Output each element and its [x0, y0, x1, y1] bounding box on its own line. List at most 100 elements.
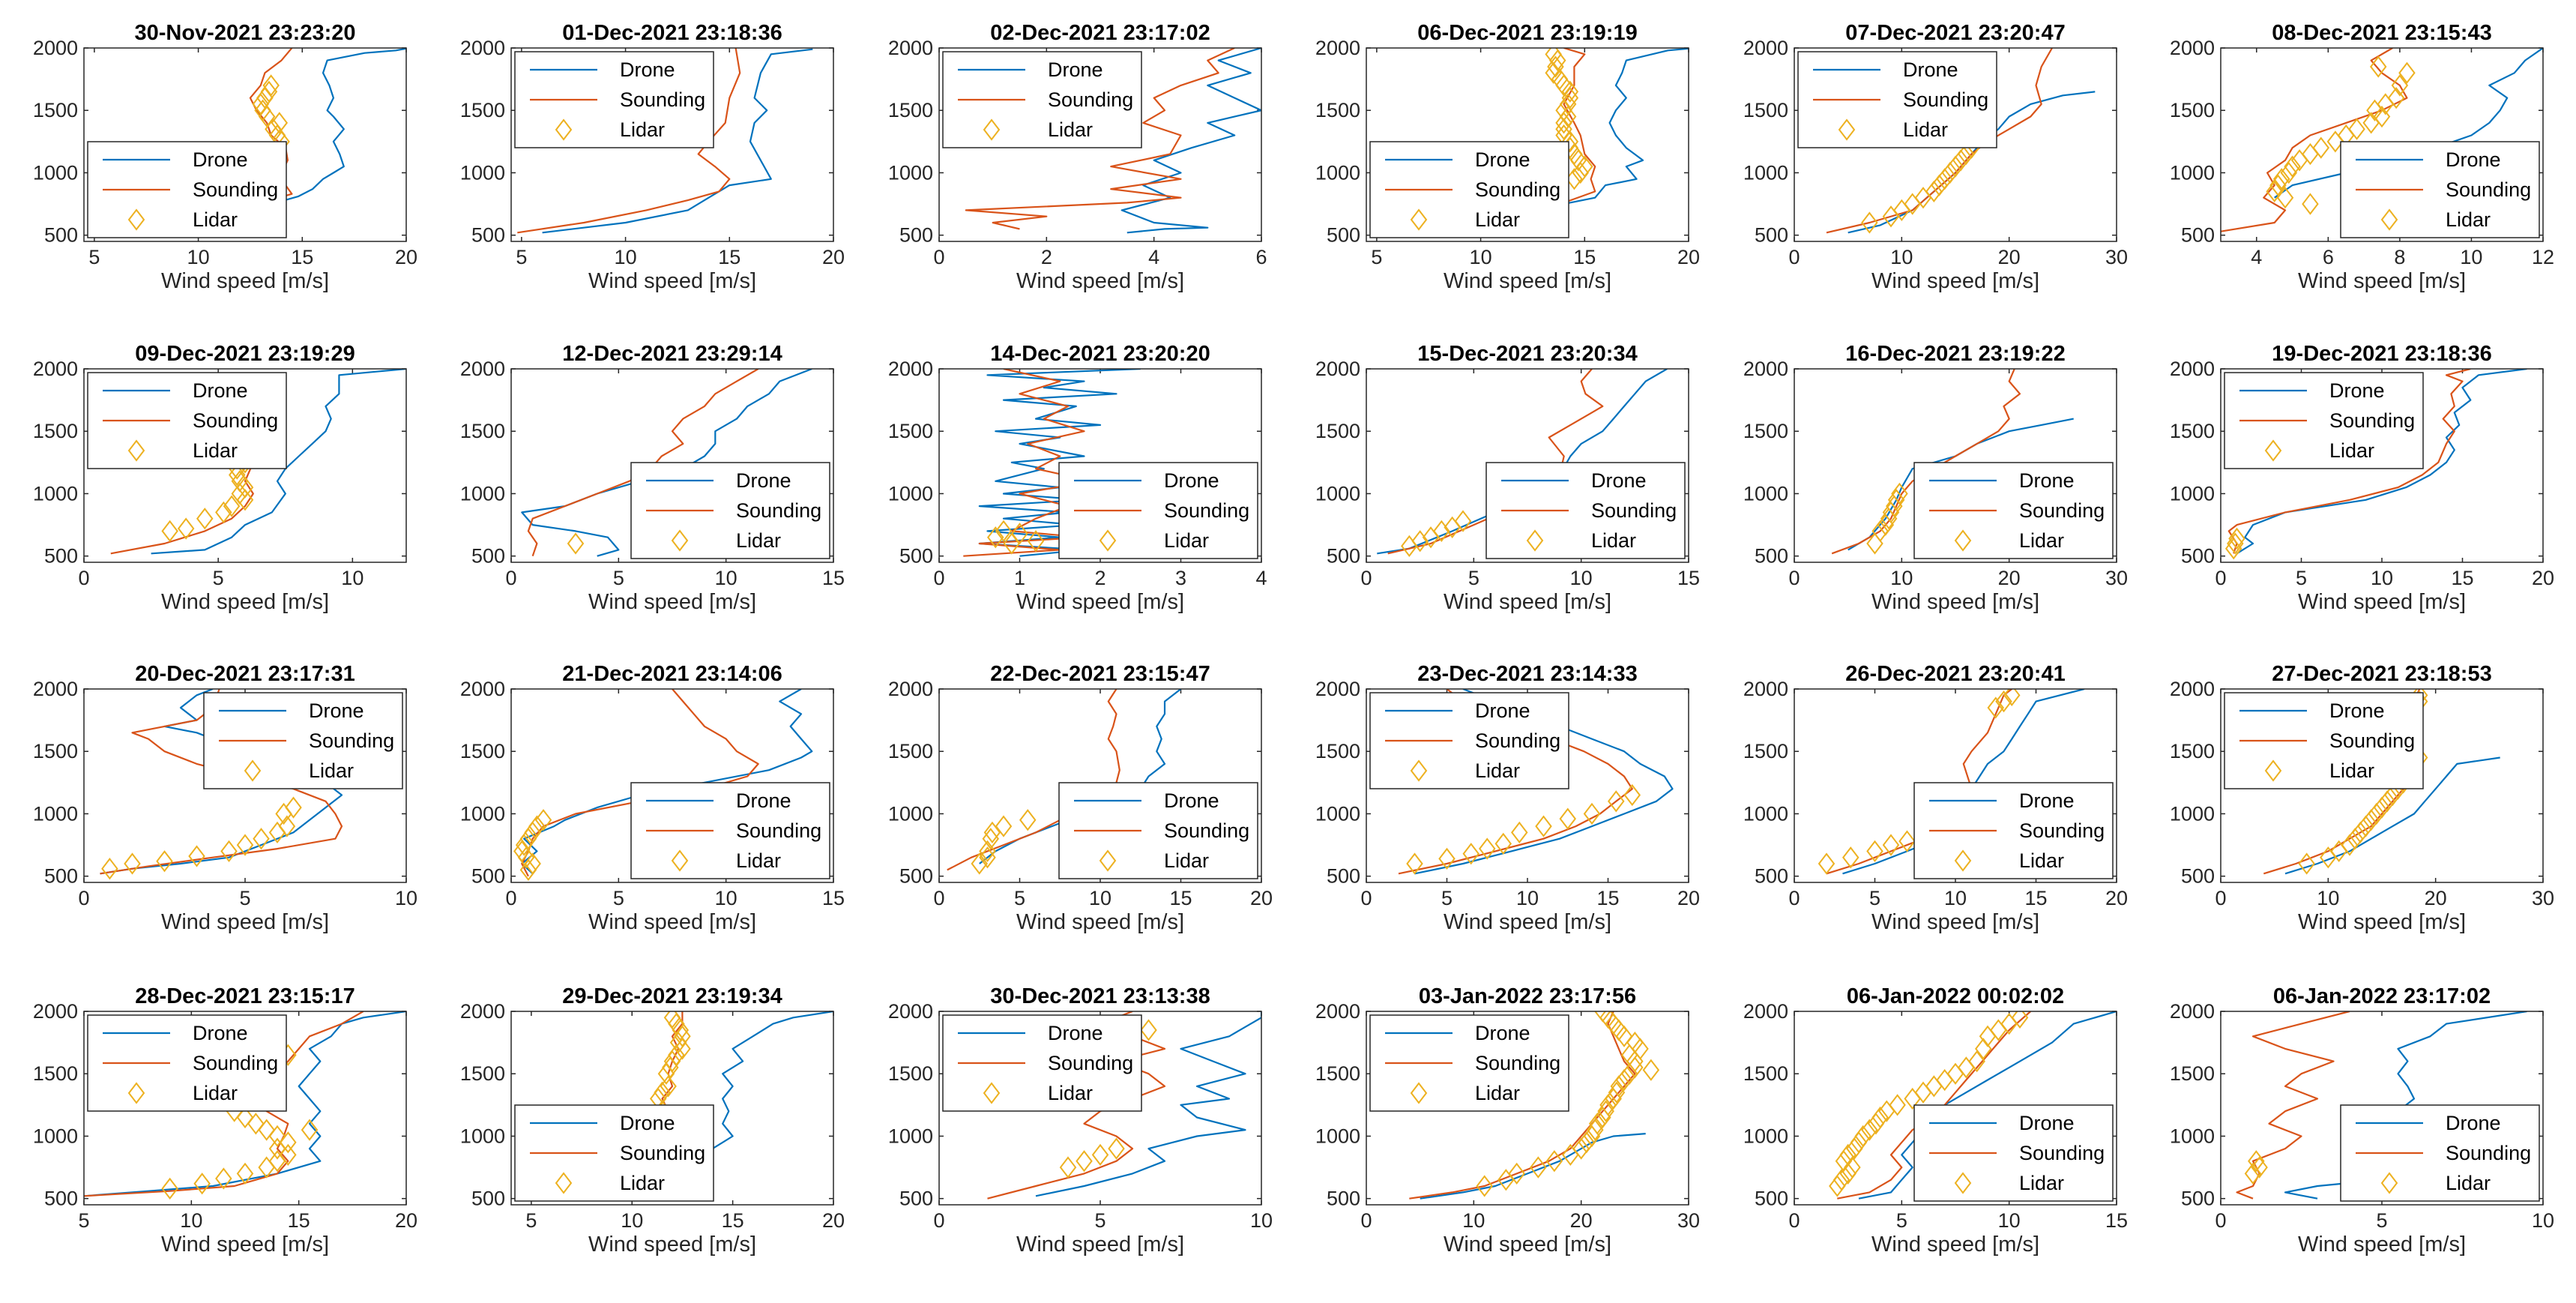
legend-label: Sounding: [2446, 1142, 2531, 1164]
plot-data: [1377, 369, 1668, 558]
axes-box: [1794, 368, 2117, 563]
y-tick-label: 1500: [1315, 99, 1360, 121]
y-tick-label: 1000: [1743, 1125, 1788, 1147]
y-tick-label: 1000: [888, 482, 933, 505]
y-tick-label: 2000: [2170, 358, 2215, 380]
lidar-marker: [567, 532, 585, 555]
lidar-marker: [1454, 510, 1472, 532]
axes-box: [83, 688, 407, 883]
legend-lidar-marker: [1099, 529, 1117, 552]
x-tick-label: 0: [1360, 887, 1372, 909]
legend: Drone Sounding Lidar: [942, 1014, 1142, 1112]
y-tick-label: 1000: [1743, 161, 1788, 184]
subplot-11: 16-Dec-2021 23:19:22 0 10 20 30 500 1000 1500 20…: [1743, 342, 2128, 614]
legend-label: Lidar: [620, 118, 665, 141]
x-tick-label: 5: [88, 246, 100, 268]
sounding-line: [517, 48, 741, 234]
lidar-marker: [2003, 689, 2021, 706]
drone-line: [84, 1011, 406, 1197]
legend-label: Lidar: [1475, 1082, 1520, 1104]
subplot-title: 19-Dec-2021 23:18:36: [2272, 342, 2491, 366]
legend-label: Drone: [620, 1112, 675, 1134]
legend: Drone Sounding Lidar: [1058, 782, 1258, 879]
x-axis-label: Wind speed [m/s]: [1016, 910, 1184, 934]
legend-label: Sounding: [2329, 409, 2415, 432]
subplot-title: 27-Dec-2021 23:18:53: [2272, 662, 2491, 686]
subplot-title: 20-Dec-2021 23:17:31: [135, 662, 355, 686]
x-tick-label: 5: [1014, 887, 1025, 909]
axes-box: [83, 1011, 407, 1206]
drone-line: [542, 48, 813, 234]
x-tick-label: 5: [2296, 567, 2307, 589]
lidar-marker: [223, 495, 241, 517]
y-tick-label: 2000: [1315, 678, 1360, 700]
legend-label: Sounding: [193, 1052, 278, 1074]
y-tick-label: 1000: [460, 161, 505, 184]
legend-lidar-marker: [2264, 439, 2282, 462]
lidar-marker: [2266, 180, 2283, 203]
legend-label: Drone: [193, 148, 248, 171]
sounding-line: [1521, 48, 1596, 211]
x-tick-label: 10: [1470, 246, 1492, 268]
lidar-marker: [1925, 180, 1943, 203]
lidar-marker: [1632, 1038, 1649, 1060]
lidar-marker: [2391, 74, 2409, 97]
lidar-marker: [1572, 1137, 1590, 1160]
x-tick-label: 10: [1250, 1209, 1273, 1232]
y-tick-label: 500: [44, 224, 78, 247]
subplot-title: 03-Jan-2022 23:17:56: [1419, 984, 1636, 1008]
axes-box: [510, 1011, 834, 1206]
lidar-marker: [2387, 86, 2405, 109]
subplot-title: 16-Dec-2021 23:19:22: [1845, 342, 2065, 366]
lidar-marker: [215, 1167, 232, 1190]
subplot-title: 12-Dec-2021 23:29:14: [562, 342, 782, 366]
legend-label: Drone: [2329, 379, 2385, 402]
legend-label: Lidar: [2019, 849, 2064, 872]
y-tick-label: 1500: [33, 740, 78, 762]
axes-box: [938, 47, 1262, 242]
lidar-marker: [995, 815, 1013, 837]
lidar-marker: [177, 517, 195, 540]
legend-label: Lidar: [736, 529, 781, 552]
y-tick-label: 1500: [1315, 420, 1360, 442]
subplot-title: 09-Dec-2021 23:19:29: [135, 342, 355, 366]
legend-label: Lidar: [193, 1082, 238, 1104]
lidar-marker: [1931, 174, 1948, 196]
x-tick-label: 5: [613, 567, 624, 589]
x-tick-label: 0: [933, 887, 944, 909]
subplot-18: 27-Dec-2021 23:18:53 0 10 20 30 500 1000 1500 20…: [2170, 662, 2554, 934]
x-tick-label: 20: [1570, 1209, 1593, 1232]
lidar-marker: [1889, 1094, 1906, 1116]
legend-label: Sounding: [736, 499, 821, 522]
legend-label: Lidar: [2329, 439, 2374, 462]
legend-label: Drone: [2019, 1112, 2075, 1134]
legend-label: Drone: [1903, 58, 1958, 81]
y-tick-label: 2000: [33, 37, 78, 59]
lidar-marker: [236, 834, 254, 856]
y-tick-label: 1000: [33, 802, 78, 825]
y-tick-label: 1000: [1743, 802, 1788, 825]
lidar-marker: [188, 845, 205, 867]
plot-data: [229, 48, 406, 211]
lidar-marker: [669, 1031, 687, 1054]
drone-line: [229, 48, 406, 211]
y-tick-label: 2000: [888, 1000, 933, 1023]
lidar-marker: [1555, 112, 1572, 134]
legend-label: Lidar: [2446, 208, 2491, 231]
y-tick-label: 500: [899, 545, 933, 568]
lidar-marker: [674, 1038, 691, 1060]
lidar-marker: [1433, 520, 1450, 543]
y-tick-label: 1000: [2170, 482, 2215, 505]
lidar-marker: [2269, 174, 2287, 196]
lidar-marker: [1891, 482, 1908, 505]
axes-box: [2220, 1011, 2544, 1206]
x-tick-label: 10: [715, 567, 737, 589]
lidar-marker: [1559, 105, 1577, 128]
lidar-marker: [2298, 852, 2315, 875]
y-tick-label: 500: [2181, 545, 2215, 568]
subplot-title: 02-Dec-2021 23:17:02: [990, 21, 1210, 45]
lidar-marker: [1578, 1131, 1596, 1154]
subplot-title: 29-Dec-2021 23:19:34: [562, 984, 782, 1008]
legend: Drone Sounding Lidar: [630, 462, 830, 559]
lidar-marker: [1968, 1050, 1985, 1073]
